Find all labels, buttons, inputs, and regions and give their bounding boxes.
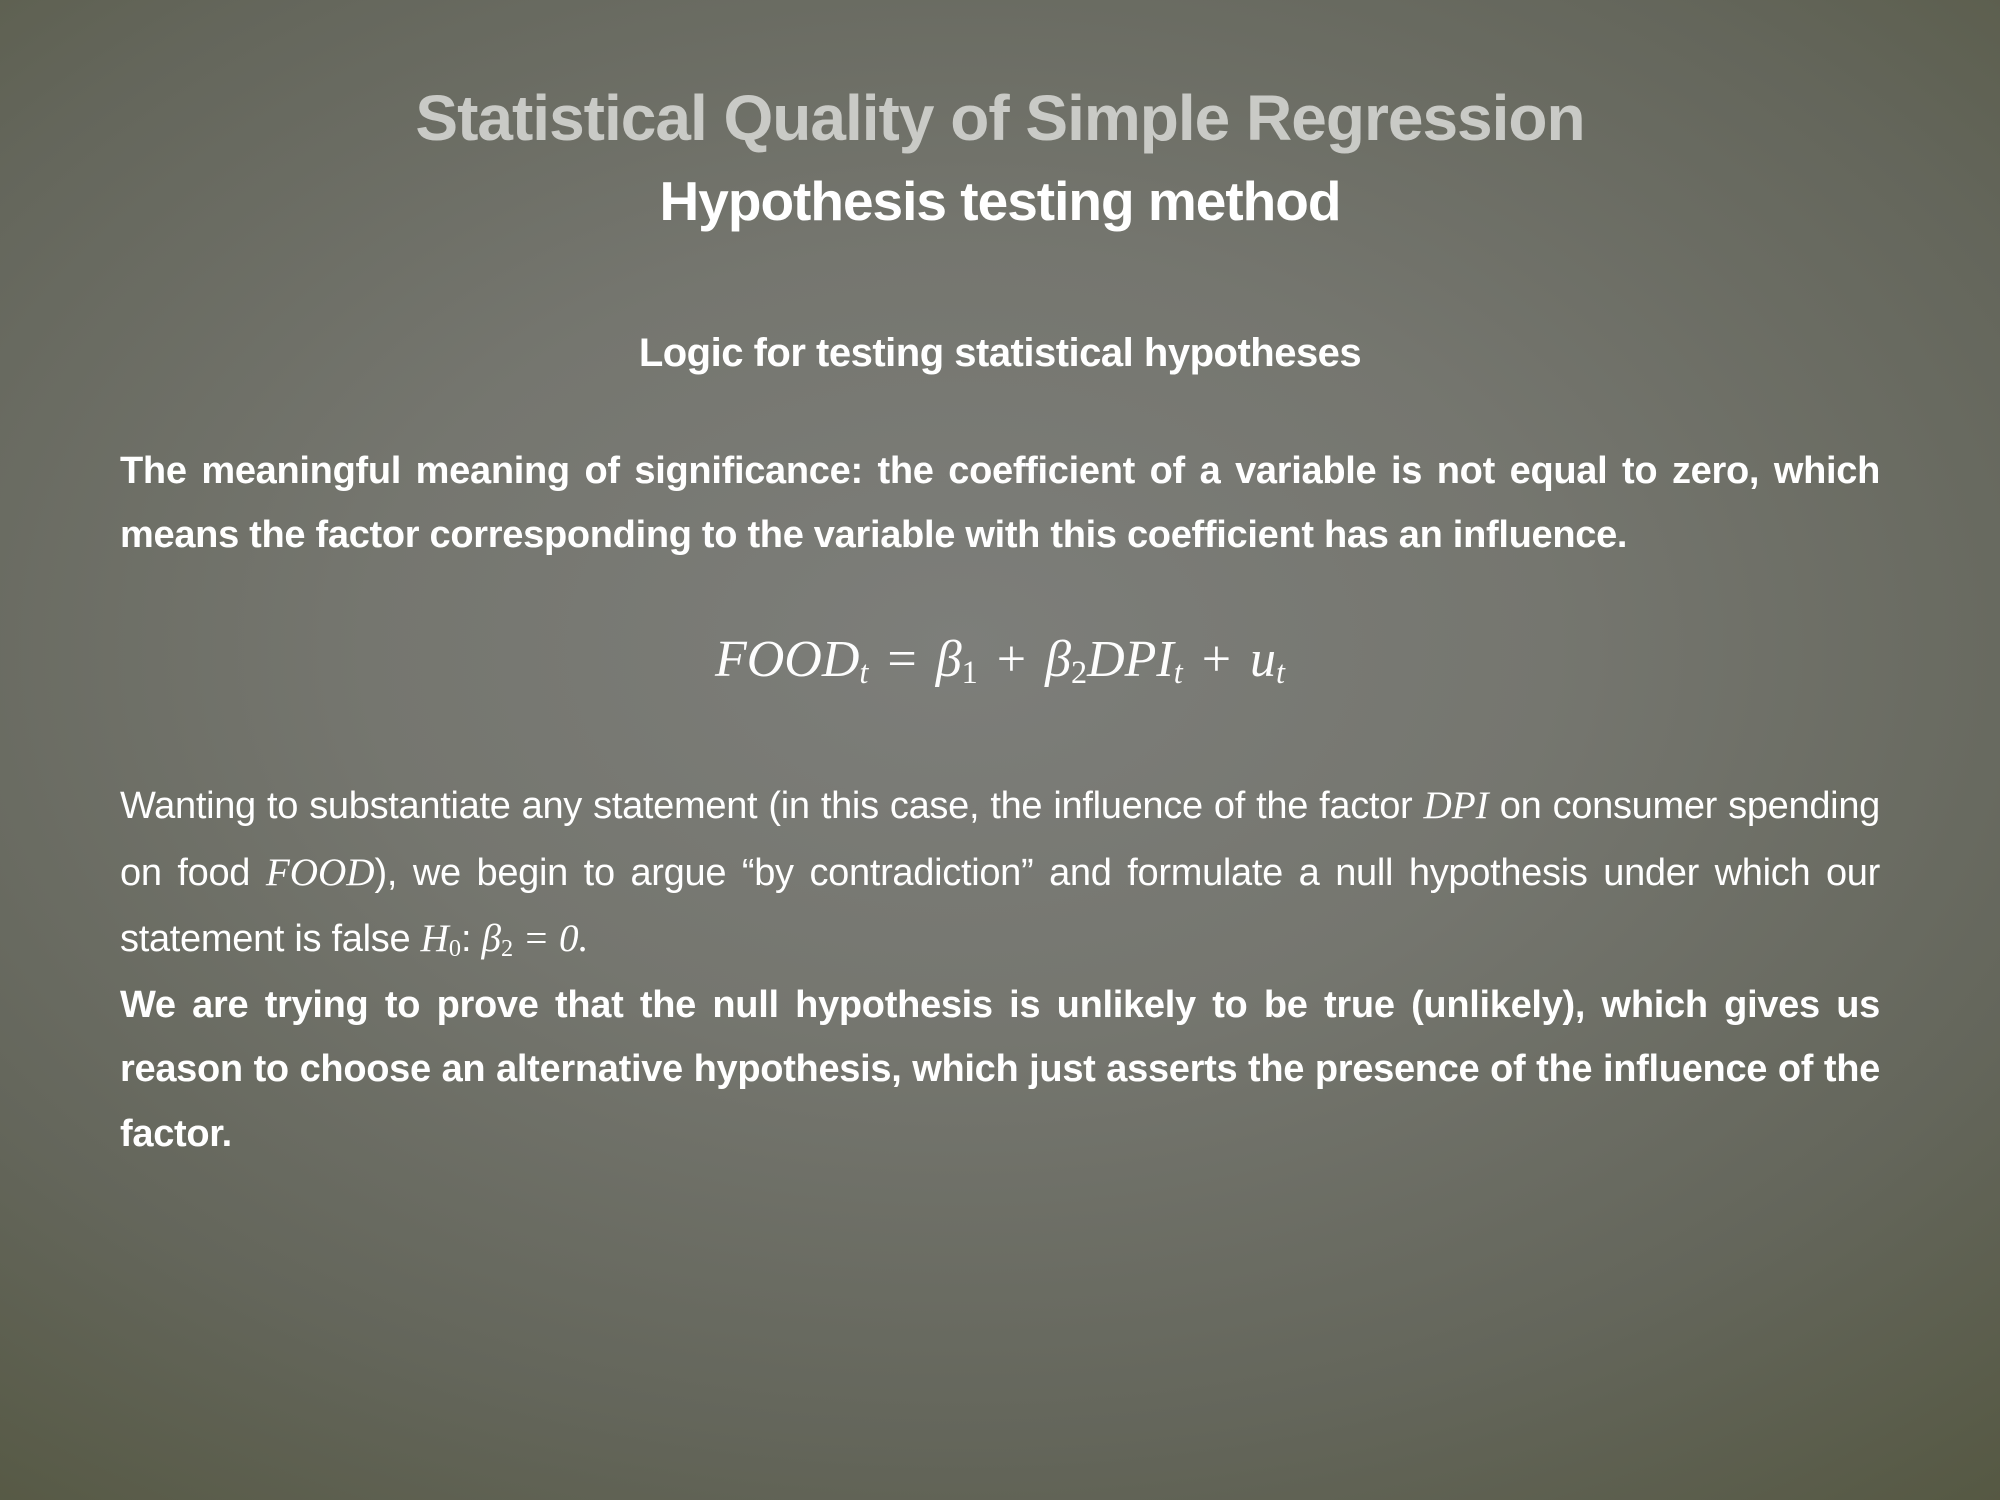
equation-term-dpi: DPIt <box>1087 631 1183 691</box>
math-null-hypothesis: H0 <box>420 917 461 963</box>
equation-term-food: FOODt <box>714 631 869 691</box>
equation-sub-u-t: t <box>1276 654 1285 691</box>
section-heading: Logic for testing statistical hypotheses <box>638 330 1362 375</box>
slide-content: Statistical Quality of Simple Regression… <box>120 82 1880 1155</box>
slide-title: Statistical Quality of Simple Regression <box>415 82 1585 154</box>
equation-plus-sign-1: + <box>983 631 1040 689</box>
equation-sub-dpi-t: t <box>1173 654 1183 691</box>
equation-equals-sign: = <box>874 631 930 689</box>
math-var-food: FOOD <box>265 850 375 894</box>
argument-text-3: ), we begin to argue “by contradiction” … <box>120 851 1880 961</box>
slide-subtitle: Hypothesis testing method <box>659 169 1342 232</box>
math-beta2: β2 <box>481 917 514 963</box>
equation-term-u: ut <box>1250 631 1285 691</box>
argument-equals-zero: = 0. <box>513 917 589 961</box>
math-var-dpi: DPI <box>1423 784 1489 828</box>
argument-text-1: Wanting to substantiate any statement (i… <box>120 785 1424 828</box>
equation-sub-beta1: 1 <box>961 654 978 691</box>
regression-equation: FOODt = β1 + β2DPIt + ut <box>120 630 1880 689</box>
equation-plus-sign-2: + <box>1188 631 1245 689</box>
argument-colon: : <box>460 918 482 961</box>
equation-term-beta2: β2 <box>1045 631 1088 691</box>
equation-sub-food-t: t <box>859 654 869 691</box>
equation-term-beta1: β1 <box>935 631 978 691</box>
paragraph-significance: The meaningful meaning of significance: … <box>120 449 1880 557</box>
null-hypothesis-sub-0: 0 <box>448 935 461 963</box>
beta2-sub-2: 2 <box>500 935 514 963</box>
paragraph-argument: Wanting to substantiate any statement (i… <box>120 773 1880 973</box>
paragraph-conclusion: We are trying to prove that the null hyp… <box>120 983 1880 1155</box>
equation-sub-beta2: 2 <box>1070 654 1088 691</box>
argument-text-2: on consumer spending on food <box>120 785 1880 894</box>
